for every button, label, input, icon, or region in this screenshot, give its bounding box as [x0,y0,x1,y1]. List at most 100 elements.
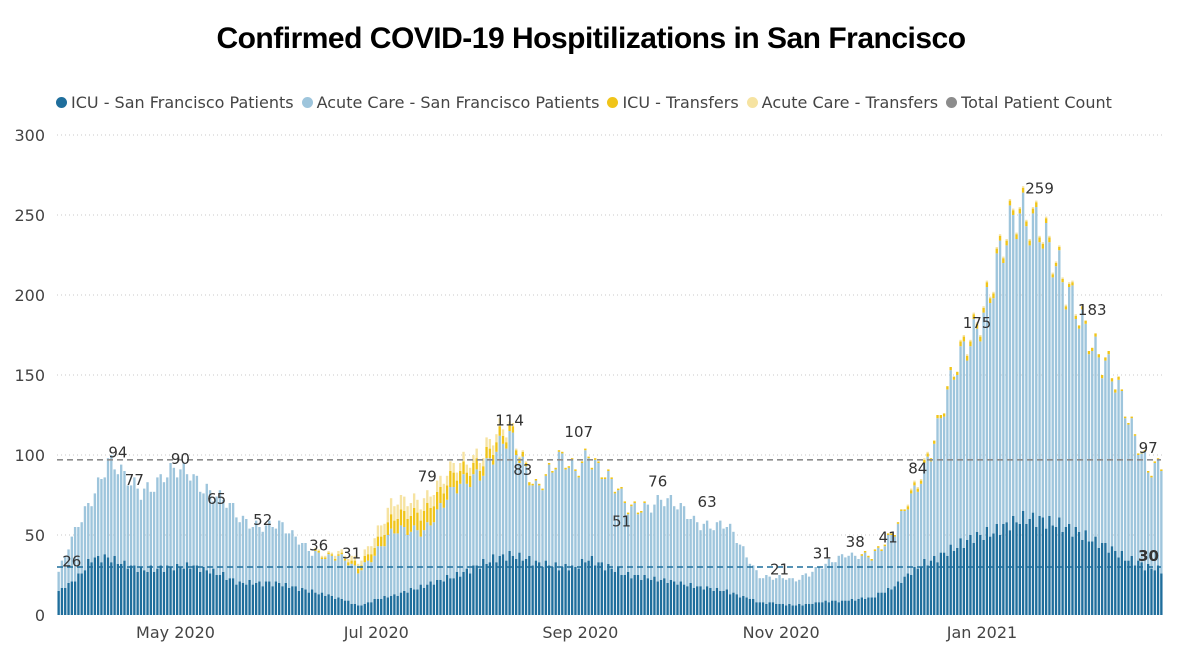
bar-segment [1035,207,1038,527]
bar-segment [633,575,636,615]
bar-segment [900,583,903,615]
bar-segment [867,557,870,598]
bar-segment [337,551,340,555]
bar-segment [317,594,320,615]
bar-segment [979,336,982,342]
bar-segment [781,603,784,615]
bar-segment [1012,515,1015,615]
data-label: 65 [207,490,226,508]
bar-segment [574,469,577,471]
bar-segment [663,578,666,615]
bar-segment [923,458,926,460]
legend-item-icu-transfers[interactable]: ICU - Transfers [607,93,739,112]
bar-segment [146,482,149,572]
legend-item-acute-transfers[interactable]: Acute Care - Transfers [746,93,938,112]
bar-segment [254,520,258,583]
y-tick-label: 300 [14,126,45,145]
bar-segment [620,487,623,489]
data-label: 183 [1078,301,1107,319]
bar-segment [702,589,705,615]
bar-segment [495,442,498,452]
legend-item-total[interactable]: Total Patient Count [946,93,1112,112]
bar-segment [597,461,600,463]
bar-segment [719,520,722,591]
bar-segment [630,506,633,579]
bar-segment [1015,232,1018,235]
bar-segment [353,603,357,615]
bar-segment [728,594,732,615]
bar-segment [1015,239,1018,523]
bar-segment [630,504,633,507]
bar-segment [738,597,742,615]
bar-segment [347,562,350,566]
bar-segment [784,579,788,606]
bar-segment [495,562,498,615]
bar-segment [449,461,452,471]
bar-segment [370,554,373,563]
bar-segment [383,595,386,615]
bar-segment [1074,527,1077,615]
bar-segment [613,571,617,615]
bar-segment [327,551,330,553]
bar-segment [982,306,985,308]
bar-segment [110,455,113,563]
bar-segment [1054,527,1058,615]
bar-segment [942,413,946,417]
bar-segment [653,504,656,577]
bar-segment [357,605,360,615]
legend-item-icu-sf[interactable]: ICU - San Francisco Patients [56,93,294,112]
bar-segment [343,560,347,601]
bar-segment [607,469,610,471]
bar-segment [1071,280,1074,283]
bar-segment [126,568,129,615]
bar-segment [906,504,910,507]
bar-segment [748,563,752,599]
bar-segment [643,501,646,503]
bar-segment [1130,555,1133,615]
bar-segment [821,602,824,615]
bar-segment [854,600,857,615]
bar-segment [1130,418,1133,556]
bar-segment [939,418,942,553]
bar-segment [995,253,998,524]
bar-segment [310,589,314,615]
bar-segment [508,421,511,425]
bar-segment [455,480,459,494]
bar-segment [551,472,554,567]
bar-segment [324,555,327,558]
x-tick-label: May 2020 [136,623,215,642]
bar-segment [1048,237,1051,243]
bar-segment [498,418,501,427]
x-tick-label: Nov 2020 [743,623,820,642]
bar-segment [287,533,291,588]
bar-segment [505,448,508,561]
bar-segment [337,555,340,598]
bar-segment [452,463,455,473]
bar-segment [412,525,416,590]
bar-segment [873,549,877,551]
bar-segment [439,487,442,503]
bar-segment [1133,434,1137,436]
bar-segment [1147,471,1150,473]
bar-segment [1071,282,1074,286]
legend-item-acute-sf[interactable]: Acute Care - San Francisco Patients [301,93,599,112]
bar-segment [1110,378,1114,382]
bar-segment [962,336,966,342]
bar-segment [1068,283,1071,287]
bar-segment [222,571,225,615]
bar-segment [590,469,594,556]
bar-segment [824,563,827,601]
bar-segment [1071,536,1074,615]
bar-segment [923,559,926,615]
bar-segment [518,463,521,553]
bar-segment [455,493,459,572]
bar-segment [814,567,817,603]
bar-segment [1074,319,1077,527]
bar-segment [998,235,1002,241]
bar-segment [432,506,436,523]
bar-segment [67,583,70,615]
bar-segment [366,560,370,603]
bar-segment [979,535,982,615]
data-label: 259 [1025,180,1054,198]
bar-segment [541,490,544,567]
